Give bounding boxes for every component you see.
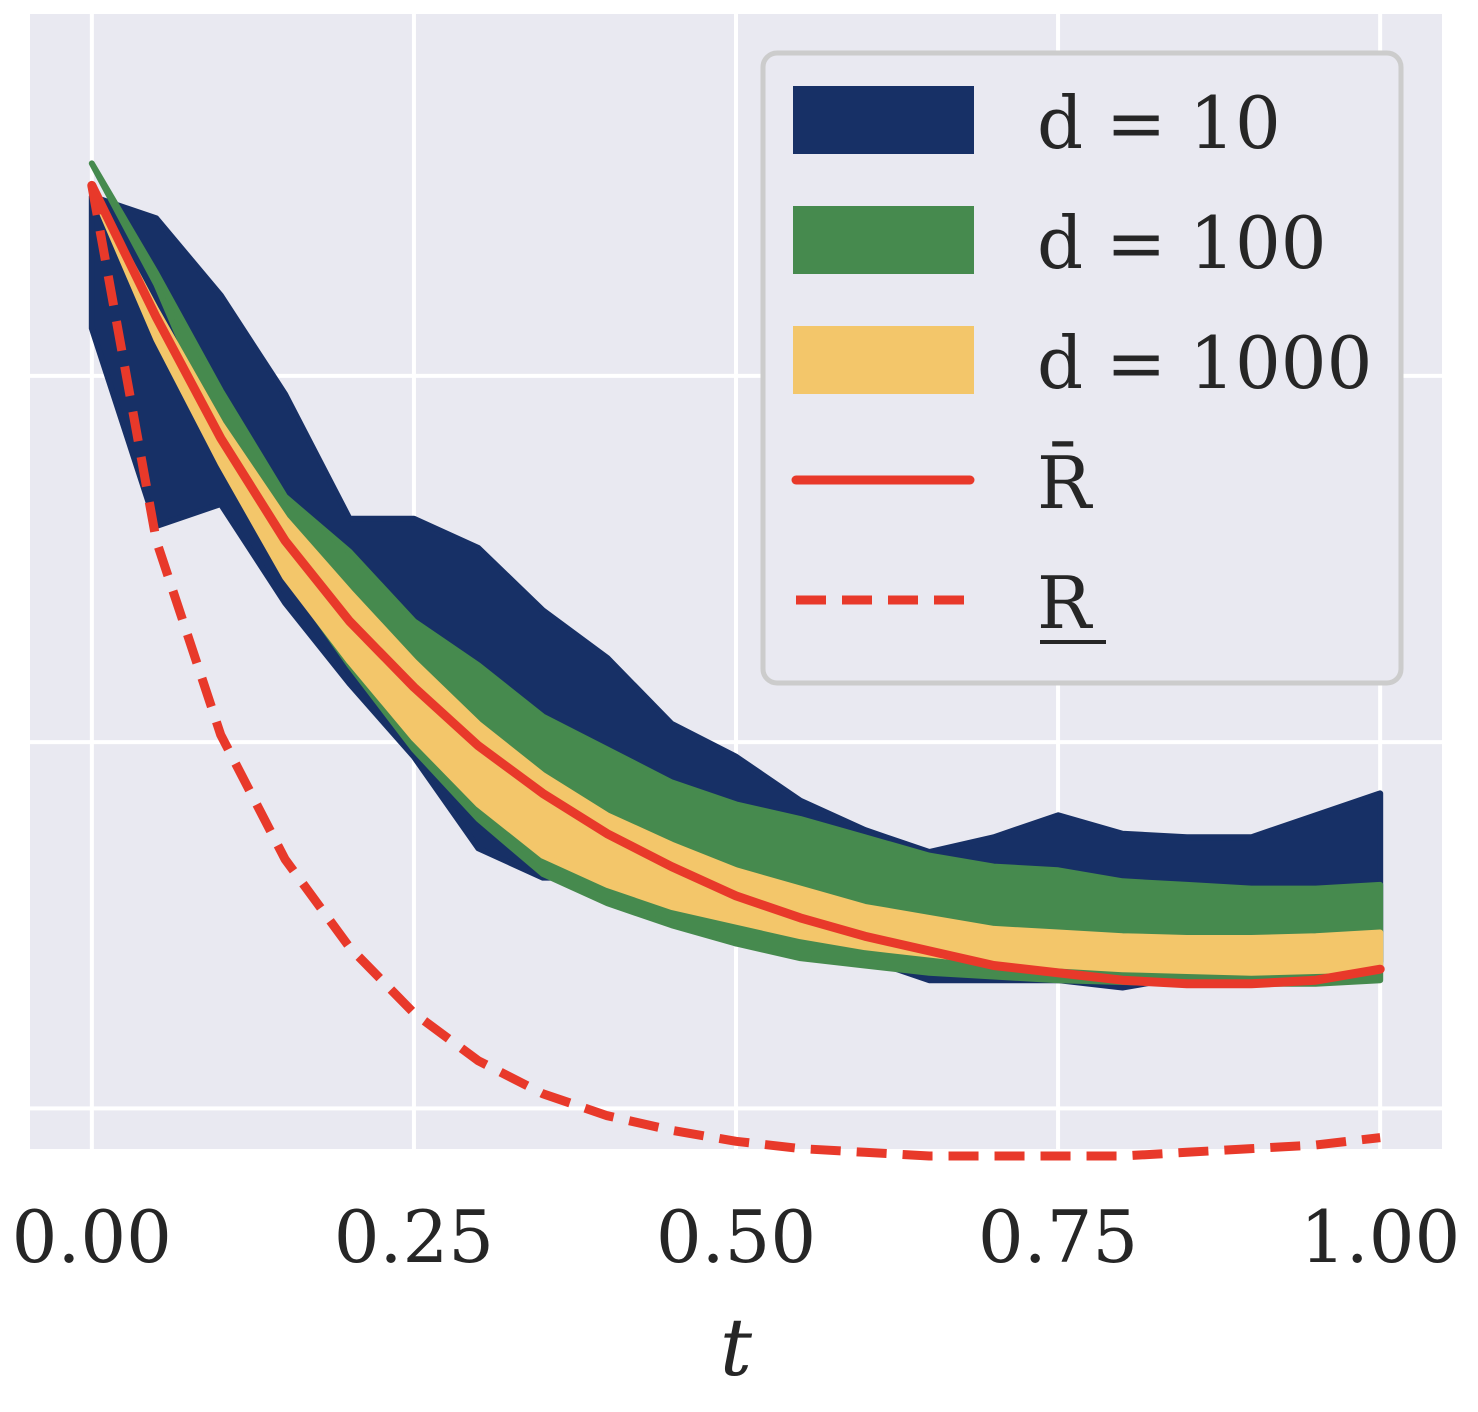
- legend-swatch-0: [793, 86, 974, 154]
- legend: d = 10 d = 100 d = 1000 R̄ R: [760, 50, 1404, 686]
- x-tick-labels: 0.00 0.25 0.50 0.75 1.00: [12, 1195, 1461, 1279]
- x-tick-label-1: 0.25: [334, 1195, 494, 1279]
- legend-label-4: R: [1037, 561, 1093, 645]
- legend-label-1: d = 100: [1037, 201, 1327, 285]
- x-tick-label-4: 1.00: [1300, 1195, 1460, 1279]
- band-series-2: [88, 186, 1384, 976]
- legend-swatch-1: [793, 206, 974, 274]
- x-tick-label-3: 0.75: [978, 1195, 1138, 1279]
- line-series-3: [87, 180, 1385, 989]
- legend-swatch-2: [793, 326, 974, 394]
- x-tick-label-0: 0.00: [12, 1195, 172, 1279]
- legend-label-3: R̄: [1037, 440, 1093, 525]
- bands: [88, 160, 1384, 991]
- lines: [87, 180, 1385, 1161]
- line-series-4: [87, 184, 1381, 1161]
- legend-label-2: d = 1000: [1037, 321, 1372, 405]
- x-axis-label: t: [720, 1301, 753, 1394]
- legend-label-0: d = 10: [1037, 81, 1281, 165]
- x-tick-label-2: 0.50: [656, 1195, 816, 1279]
